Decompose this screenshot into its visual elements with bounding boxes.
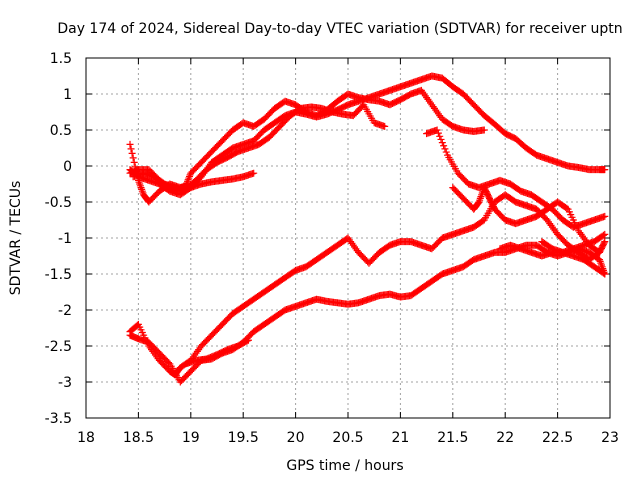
x-tick-label: 22.5 [542,430,573,446]
data-point [250,169,258,177]
data-point [601,212,609,220]
y-tick-label: -2.5 [45,339,72,355]
data-point [381,122,389,130]
y-tick-label: 1.5 [50,51,72,67]
series-arc-k [182,336,252,368]
x-tick-label: 20 [287,430,305,446]
data-point [480,126,488,134]
data-point [165,359,173,367]
data-point [130,158,138,166]
data-point [601,230,609,238]
data-point [436,132,444,140]
x-tick-label: 19.5 [228,430,259,446]
x-axis-label: GPS time / hours [286,458,403,474]
data-point [442,148,450,156]
data-point [243,337,251,345]
x-tick-label: 20.5 [332,430,363,446]
y-tick-label: -2 [58,303,72,319]
x-axis: 18 18.5 19 19.5 20 20.5 21 21.5 22 22.5 23 [77,58,619,446]
data-point [128,149,136,157]
data-point [601,238,609,246]
y-tick-label: 0 [63,159,72,175]
y-tick-label: -0.5 [45,195,72,211]
series-arc-b [126,72,609,199]
data-point [129,154,137,162]
data-point [184,176,192,184]
data-point [601,270,609,278]
x-tick-label: 23 [601,430,619,446]
data-point [601,166,609,174]
y-tick-label: 1 [63,87,72,103]
x-tick-label: 21 [391,430,409,446]
data-point [440,142,448,150]
x-tick-label: 18 [77,430,95,446]
data-point [126,140,134,148]
y-axis: -3.5 -3 -2.5 -2 -1.5 -1 -0.5 0 0.5 1 1.5 [45,51,610,427]
y-tick-label: 0.5 [50,123,72,139]
data-point [437,135,445,143]
data-point [184,177,192,185]
series-arc-e [423,126,609,231]
data-point [185,174,193,182]
y-tick-label: -3 [58,375,72,391]
data-point [127,145,135,153]
data-points [126,72,609,386]
data-point [600,239,608,247]
data-point [596,248,604,256]
data-point [434,129,442,137]
y-axis-label: SDTVAR / TECUs [8,181,24,296]
y-tick-label: -1 [58,231,72,247]
data-point [599,231,607,239]
data-point [244,336,252,344]
data-point [563,204,571,212]
data-point [185,172,193,180]
data-point [433,126,441,134]
series-arc-d [129,101,389,193]
x-tick-label: 19 [182,430,200,446]
series-arc-c [126,166,258,195]
data-point [438,139,446,147]
x-tick-label: 21.5 [437,430,468,446]
y-tick-label: -1.5 [45,267,72,283]
data-point [441,145,449,153]
x-tick-label: 18.5 [123,430,154,446]
series-arc-j [538,230,609,256]
data-point [599,269,607,277]
x-tick-label: 22 [496,430,514,446]
chart-title: Day 174 of 2024, Sidereal Day-to-day VTE… [57,21,622,37]
series-arc-g [126,191,604,379]
y-tick-label: -3.5 [45,411,72,427]
